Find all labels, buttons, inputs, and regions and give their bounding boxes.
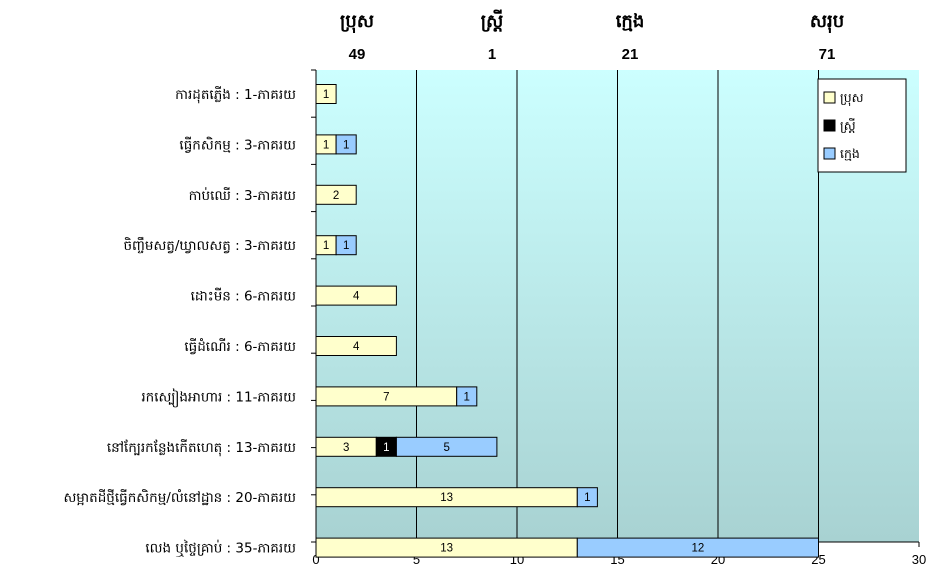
summary-boys-label: ប្រុស	[340, 11, 374, 34]
bar-boys	[315, 184, 357, 205]
category-label: ធ្វើដំណើរ : 6-ភាគរយ	[184, 338, 296, 355]
summary-header: ប្រុស ស្ត្រី ក្មេង សរុប 49 1 21 71	[340, 9, 844, 63]
data-label-children: 1	[343, 139, 349, 151]
bar-children	[335, 134, 357, 155]
bar-children	[456, 386, 478, 407]
data-label-boys: 2	[333, 190, 339, 202]
data-label-boys: 7	[383, 391, 389, 403]
data-label-women: 1	[383, 442, 389, 454]
summary-total-label: សរុប	[810, 11, 844, 34]
category-label: ការដុតភ្លើង : 1-ភាគរយ	[175, 86, 296, 104]
category-label: លេង ឬថ្ចៃគ្រាប់ : 35-ភាគរយ	[145, 540, 296, 558]
category-label: ដោះមីន : 6-ភាគរយ	[191, 288, 297, 305]
category-label: រកស្បៀងអាហារ : 11-ភាគរយ	[141, 387, 296, 407]
category-label: សម្អាតដីថ្មីធ្វើកសិកម្ម/លំនៅដ្ឋាន : 20-ភ…	[63, 489, 296, 506]
data-label-children: 1	[464, 391, 470, 403]
x-tick-label-30: 30	[912, 552, 926, 567]
data-label-boys: 4	[353, 291, 360, 303]
category-label: នៅក្បែរកន្លែងកើតហេតុ : 13-ភាគរយ	[107, 439, 296, 457]
data-label-boys: 4	[353, 341, 360, 353]
bar-children	[576, 537, 819, 558]
legend-label-boys: ប្រុស	[840, 90, 864, 106]
bar-boys	[315, 84, 337, 104]
legend-label-women: ស្ត្រី	[840, 118, 856, 134]
data-label-children: 1	[343, 240, 349, 252]
data-label-children: 12	[692, 543, 705, 555]
data-label-boys: 1	[323, 139, 329, 151]
data-label-children: 5	[443, 442, 449, 454]
legend-swatch-children	[823, 147, 836, 160]
category-label: ចិញ្ចឹមសត្វ/ឃ្វាលសត្វ : 3-ភាគរយ	[123, 236, 296, 254]
summary-women-label: ស្ត្រី	[481, 9, 504, 32]
data-label-boys: 13	[440, 543, 453, 555]
category-label: កាប់ឈើ : 3-ភាគរយ	[189, 187, 296, 204]
data-label-boys: 1	[323, 89, 329, 101]
x-tick-label-0: 0	[312, 552, 319, 567]
bar-boys	[315, 336, 397, 356]
category-label: ធ្វើកសិកម្ម : 3-ភាគរយ	[179, 136, 296, 153]
summary-total-value: 71	[819, 46, 836, 63]
legend-label-children: ក្មេង	[840, 146, 860, 161]
summary-children-value: 21	[622, 46, 639, 63]
bar-boys	[315, 285, 397, 306]
summary-women-value: 1	[488, 46, 496, 63]
legend: ប្រុស ស្ត្រី ក្មេង	[817, 78, 907, 173]
data-label-boys: 13	[440, 492, 453, 504]
legend-swatch-boys	[823, 91, 836, 104]
gridlines	[416, 70, 819, 542]
data-label-children: 1	[584, 492, 590, 504]
data-label-boys: 3	[343, 442, 349, 454]
legend-swatch-women	[823, 119, 836, 132]
summary-children-label: ក្មេង	[616, 11, 645, 32]
x-tick-label-5: 5	[413, 552, 420, 567]
data-label-boys: 1	[323, 240, 329, 252]
bar-children	[335, 235, 357, 256]
bar-children	[395, 436, 498, 457]
bar-children	[576, 487, 598, 508]
summary-boys-value: 49	[349, 46, 366, 63]
